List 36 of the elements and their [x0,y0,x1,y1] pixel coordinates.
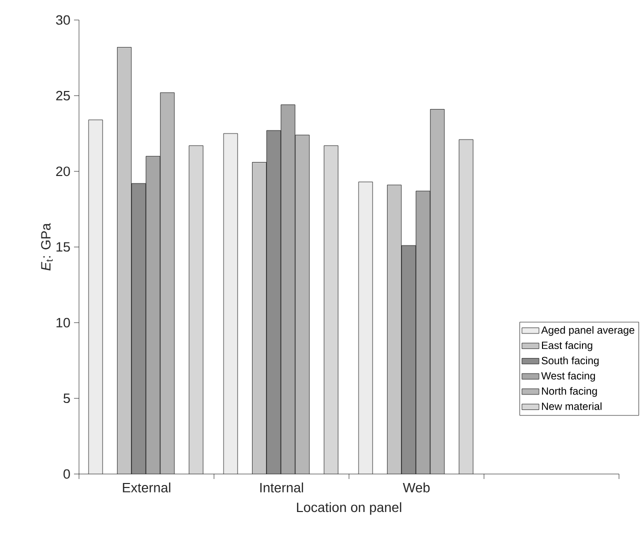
bar [416,190,430,474]
x-tick-label: Web [402,482,430,492]
bar [295,135,310,474]
bar [324,146,338,474]
legend-label: East facing [542,341,592,352]
bar [458,139,474,474]
bar [387,184,402,474]
bar [189,146,204,474]
bar [430,109,445,474]
bar [280,104,296,474]
bar [146,156,160,474]
bar [160,92,174,474]
bar [266,130,281,474]
x-axis-title: Location on panel [297,502,402,515]
x-tick-label: External [122,482,170,492]
bar [117,47,132,474]
legend-label: New material [542,402,602,410]
y-tick-label: 10 [56,318,70,328]
bar [358,182,373,474]
y-tick-label: 0 [64,469,70,479]
bar [88,120,103,474]
bar [132,183,146,474]
legend-label: West facing [541,372,595,382]
bar [224,134,238,474]
y-tick-label: 30 [56,15,70,25]
x-tick-label: Internal [260,482,304,492]
y-tick-label: 15 [56,242,70,252]
legend-label: North facing [542,387,597,397]
y-axis-title: E$_{t}$: GPa [41,223,53,271]
bar [401,245,416,474]
legend-label: South facing [542,356,599,366]
legend-label: Aged panel average [541,326,634,336]
bar [252,162,266,474]
y-tick-label: 5 [64,394,70,404]
y-tick-label: 20 [56,166,70,176]
y-tick-label: 25 [56,90,70,100]
